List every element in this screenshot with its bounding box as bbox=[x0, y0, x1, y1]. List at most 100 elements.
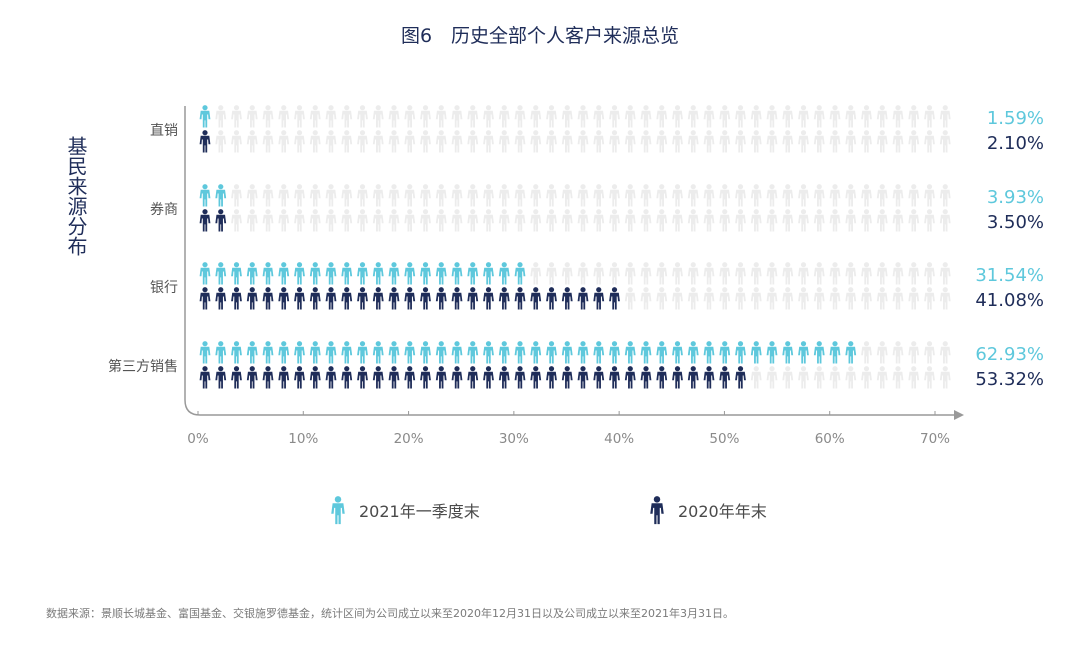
person-icon bbox=[514, 366, 526, 389]
person-icon bbox=[278, 366, 290, 389]
person-icon-empty bbox=[766, 105, 778, 128]
person-icon-empty bbox=[939, 341, 951, 364]
person-icon-empty bbox=[892, 184, 904, 207]
person-icon-empty bbox=[498, 209, 510, 232]
person-icon-empty bbox=[246, 130, 258, 153]
person-icon-empty bbox=[750, 287, 762, 310]
person-icon bbox=[357, 366, 368, 389]
person-icon-empty bbox=[892, 287, 904, 310]
person-icon bbox=[325, 366, 337, 389]
person-icon-empty bbox=[656, 184, 668, 207]
category-label: 第三方销售 bbox=[108, 358, 178, 375]
person-icon-empty bbox=[357, 105, 368, 128]
person-icon-empty bbox=[845, 366, 857, 389]
person-icon-empty bbox=[845, 262, 857, 285]
person-icon-empty bbox=[530, 130, 542, 153]
person-icon-empty bbox=[404, 209, 416, 232]
person-icon-empty bbox=[593, 262, 605, 285]
x-tick-label: 70% bbox=[920, 431, 950, 447]
person-icon bbox=[687, 341, 699, 364]
person-icon-empty bbox=[782, 130, 794, 153]
person-icon-empty bbox=[735, 130, 746, 153]
person-icon bbox=[420, 287, 431, 310]
person-icon-empty bbox=[483, 209, 494, 232]
person-icon-empty bbox=[435, 184, 447, 207]
category-label: 银行 bbox=[150, 280, 178, 296]
person-icon-empty bbox=[341, 209, 353, 232]
person-icon bbox=[309, 341, 321, 364]
person-icon bbox=[246, 366, 258, 389]
person-icon-empty bbox=[892, 130, 904, 153]
x-tick-label: 20% bbox=[394, 431, 424, 447]
person-icon-empty bbox=[892, 262, 904, 285]
person-icon bbox=[199, 341, 211, 364]
pictogram-bar bbox=[199, 366, 951, 389]
person-icon-empty bbox=[341, 130, 353, 153]
person-icon-empty bbox=[687, 184, 699, 207]
person-icon-empty bbox=[798, 130, 809, 153]
person-icon-empty bbox=[467, 209, 479, 232]
person-icon-empty bbox=[262, 130, 274, 153]
person-icon-empty bbox=[656, 130, 668, 153]
person-icon-empty bbox=[861, 287, 872, 310]
person-icon-empty bbox=[908, 209, 920, 232]
person-icon-empty bbox=[908, 366, 920, 389]
person-icon-empty bbox=[735, 287, 746, 310]
person-icon bbox=[341, 366, 353, 389]
person-icon bbox=[498, 287, 510, 310]
person-icon-empty bbox=[829, 366, 841, 389]
person-icon-empty bbox=[262, 209, 274, 232]
person-icon-empty bbox=[467, 130, 479, 153]
x-tick-label: 0% bbox=[187, 431, 209, 447]
person-icon bbox=[813, 341, 825, 364]
person-icon-empty bbox=[640, 262, 652, 285]
person-icon-empty bbox=[546, 105, 557, 128]
person-icon-empty bbox=[372, 105, 384, 128]
x-tick-label: 40% bbox=[604, 431, 634, 447]
person-icon-empty bbox=[876, 262, 888, 285]
person-icon-empty bbox=[829, 262, 841, 285]
person-icon bbox=[325, 262, 337, 285]
person-icon bbox=[262, 341, 274, 364]
person-icon-empty bbox=[593, 130, 605, 153]
x-tick-label: 50% bbox=[709, 431, 739, 447]
person-icon-empty bbox=[908, 341, 920, 364]
person-icon-empty bbox=[861, 262, 872, 285]
person-icon-empty bbox=[750, 130, 762, 153]
person-icon-empty bbox=[719, 184, 731, 207]
person-icon-empty bbox=[876, 341, 888, 364]
person-icon bbox=[341, 262, 353, 285]
person-icon bbox=[215, 184, 227, 207]
person-icon-empty bbox=[766, 130, 778, 153]
person-icon-empty bbox=[451, 105, 463, 128]
person-icon bbox=[278, 341, 290, 364]
person-icon-empty bbox=[798, 366, 809, 389]
person-icon-empty bbox=[294, 130, 305, 153]
legend-label: 2020年年末 bbox=[678, 502, 767, 521]
person-icon bbox=[372, 366, 384, 389]
x-tick-label: 10% bbox=[288, 431, 318, 447]
person-icon bbox=[593, 341, 605, 364]
person-icon-empty bbox=[908, 287, 920, 310]
person-icon-empty bbox=[703, 287, 715, 310]
person-icon-empty bbox=[577, 184, 589, 207]
person-icon bbox=[294, 341, 305, 364]
person-icon bbox=[420, 262, 431, 285]
person-icon-empty bbox=[561, 262, 573, 285]
person-icon-empty bbox=[514, 105, 526, 128]
person-icon-empty bbox=[845, 287, 857, 310]
person-icon-empty bbox=[294, 105, 305, 128]
person-icon bbox=[357, 287, 368, 310]
person-icon bbox=[294, 262, 305, 285]
person-icon-empty bbox=[561, 209, 573, 232]
person-icon-empty bbox=[420, 209, 431, 232]
person-icon-empty bbox=[215, 130, 227, 153]
person-icon-empty bbox=[750, 366, 762, 389]
person-icon bbox=[420, 366, 431, 389]
pictogram-bar bbox=[199, 262, 951, 285]
person-icon bbox=[467, 366, 479, 389]
legend-item: 2021年一季度末 bbox=[331, 496, 480, 525]
person-icon-empty bbox=[813, 287, 825, 310]
person-icon-empty bbox=[640, 105, 652, 128]
person-icon bbox=[215, 209, 227, 232]
